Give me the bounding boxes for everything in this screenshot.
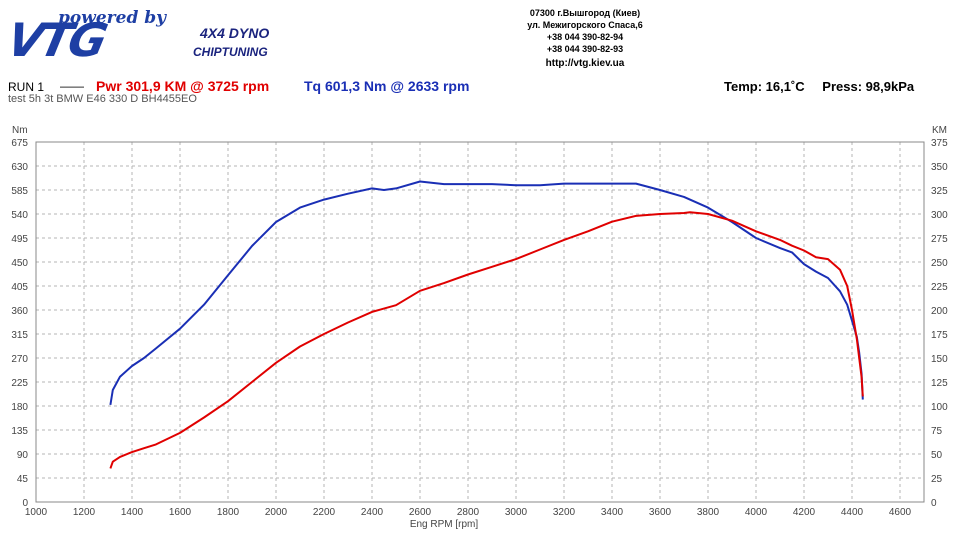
torque-summary: Tq 601,3 Nm @ 2633 rpm	[304, 78, 470, 94]
environment-readout: Temp: 16,1˚C Press: 98,9kPa	[724, 79, 914, 94]
y2-tick-label: 25	[931, 474, 943, 485]
y-tick-label: 360	[11, 306, 28, 317]
x-axis-label: Eng RPM [rpm]	[410, 519, 479, 530]
x-tick-label: 3200	[553, 507, 576, 518]
address-line: ул. Межигорского Спаса,6	[527, 20, 643, 30]
logo-dyno-text: 4X4 DYNO	[200, 25, 270, 41]
plot-frame	[35, 141, 925, 503]
y2-tick-label: 0	[931, 498, 937, 509]
x-tick-label: 1800	[217, 507, 240, 518]
x-tick-label: 4000	[745, 507, 768, 518]
phone-line: +38 044 390-82-94	[546, 32, 624, 42]
y2-tick-label: 175	[931, 330, 948, 341]
power-curve	[109, 211, 864, 469]
y-tick-label: 675	[11, 138, 28, 149]
y-axis-label: Nm	[12, 125, 28, 136]
x-tick-label: 2200	[313, 507, 336, 518]
y-tick-label: 540	[11, 210, 28, 221]
series-lines	[109, 180, 864, 469]
y2-tick-label: 150	[931, 354, 948, 365]
y-tick-label: 630	[11, 162, 28, 173]
y2-tick-label: 325	[931, 186, 948, 197]
logo-chiptuning-text: CHIPTUNING	[193, 45, 268, 59]
website-url: http://vtg.kiev.ua	[545, 58, 625, 69]
x-tick-label: 3000	[505, 507, 528, 518]
y-tick-label: 225	[11, 378, 28, 389]
y-tick-label: 45	[17, 474, 29, 485]
x-tick-label: 4600	[889, 507, 912, 518]
x-tick-label: 3600	[649, 507, 672, 518]
y-tick-label: 270	[11, 354, 28, 365]
test-label: test 5h 3t BMW E46 330 D BH4455EO	[8, 93, 197, 105]
address-line: 07300 г.Вышгород (Киев)	[529, 8, 641, 18]
x-tick-label: 2000	[265, 507, 288, 518]
y-tick-label: 180	[11, 402, 28, 413]
x-tick-label: 1200	[73, 507, 96, 518]
chart-grid	[35, 141, 924, 503]
y2-tick-label: 275	[931, 234, 948, 245]
y-tick-label: 495	[11, 234, 28, 245]
pressure-readout: Press: 98,9kPa	[822, 79, 915, 94]
y-tick-label: 90	[17, 450, 29, 461]
x-tick-label: 1600	[169, 507, 192, 518]
y2-tick-label: 300	[931, 210, 948, 221]
torque-curve	[109, 180, 864, 406]
y2-tick-label: 75	[931, 426, 943, 437]
x-tick-label: 4200	[793, 507, 816, 518]
y-tick-label: 135	[11, 426, 28, 437]
y2-axis-label: KM	[932, 125, 947, 136]
x-tick-label: 1400	[121, 507, 144, 518]
y-tick-label: 585	[11, 186, 28, 197]
y2-tick-label: 125	[931, 378, 948, 389]
run-label: RUN 1	[8, 80, 45, 94]
y2-tick-label: 350	[931, 162, 948, 173]
x-tick-label: 2400	[361, 507, 384, 518]
x-tick-label: 2600	[409, 507, 432, 518]
phone-line: +38 044 390-82-93	[546, 44, 624, 54]
power-summary: Pwr 301,9 KM @ 3725 rpm	[96, 78, 270, 94]
tick-labels: 1000 1200 1400 1600 1800 2000 2200 2400 2600 2800…	[11, 138, 948, 518]
run-legend-line: ——	[60, 79, 84, 93]
y2-tick-label: 225	[931, 282, 948, 293]
x-tick-label: 1000	[25, 507, 48, 518]
y2-tick-label: 50	[931, 450, 943, 461]
y-tick-label: 0	[22, 498, 28, 509]
x-tick-label: 2800	[457, 507, 480, 518]
x-tick-label: 3400	[601, 507, 624, 518]
contact-block: 07300 г.Вышгород (Киев) ул. Межигорского…	[500, 7, 670, 70]
temperature-readout: Temp: 16,1˚C	[724, 79, 805, 94]
y-tick-label: 405	[11, 282, 28, 293]
y2-tick-label: 100	[931, 402, 948, 413]
x-tick-label: 3800	[697, 507, 720, 518]
y-tick-label: 315	[11, 330, 28, 341]
y2-tick-label: 375	[931, 138, 948, 149]
header: powered by VTG 4X4 DYNO CHIPTUNING 07300…	[0, 0, 960, 76]
x-tick-label: 4400	[841, 507, 864, 518]
y-tick-label: 450	[11, 258, 28, 269]
y2-tick-label: 250	[931, 258, 948, 269]
logo-powered-text: powered by	[58, 8, 167, 28]
y2-tick-label: 200	[931, 306, 948, 317]
